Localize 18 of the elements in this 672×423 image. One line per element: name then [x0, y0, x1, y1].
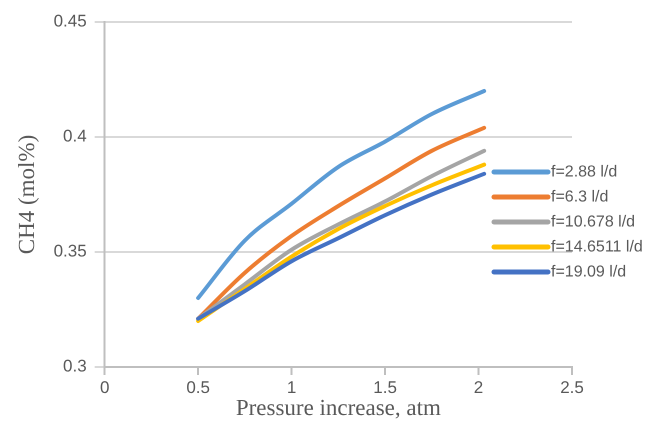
legend-label: f=2.88 l/d	[551, 163, 618, 180]
x-tick-label: 1.5	[373, 378, 397, 397]
legend-label: f=6.3 l/d	[551, 188, 608, 206]
y-tick-label: 0.35	[54, 242, 87, 261]
y-axis-title: CH4 (mol%)	[14, 134, 39, 254]
x-tick-label: 2	[474, 378, 484, 397]
x-tick-label: 2.5	[560, 378, 584, 397]
y-tick-label: 0.3	[63, 356, 87, 376]
x-tick-label: 1	[286, 378, 296, 397]
legend-label: f=19.09 l/d	[551, 263, 626, 280]
legend-label: f=10.678 l/d	[551, 213, 636, 230]
y-tick-label: 0.4	[63, 126, 87, 146]
legend-label: f=14.6511 l/d	[551, 238, 643, 256]
x-tick-label: 0	[100, 378, 110, 397]
x-tick-label: 0.5	[186, 378, 210, 397]
x-axis-title: Pressure increase, atm	[236, 395, 441, 420]
line-series	[196, 89, 486, 300]
y-tick-label: 0.45	[54, 12, 87, 31]
